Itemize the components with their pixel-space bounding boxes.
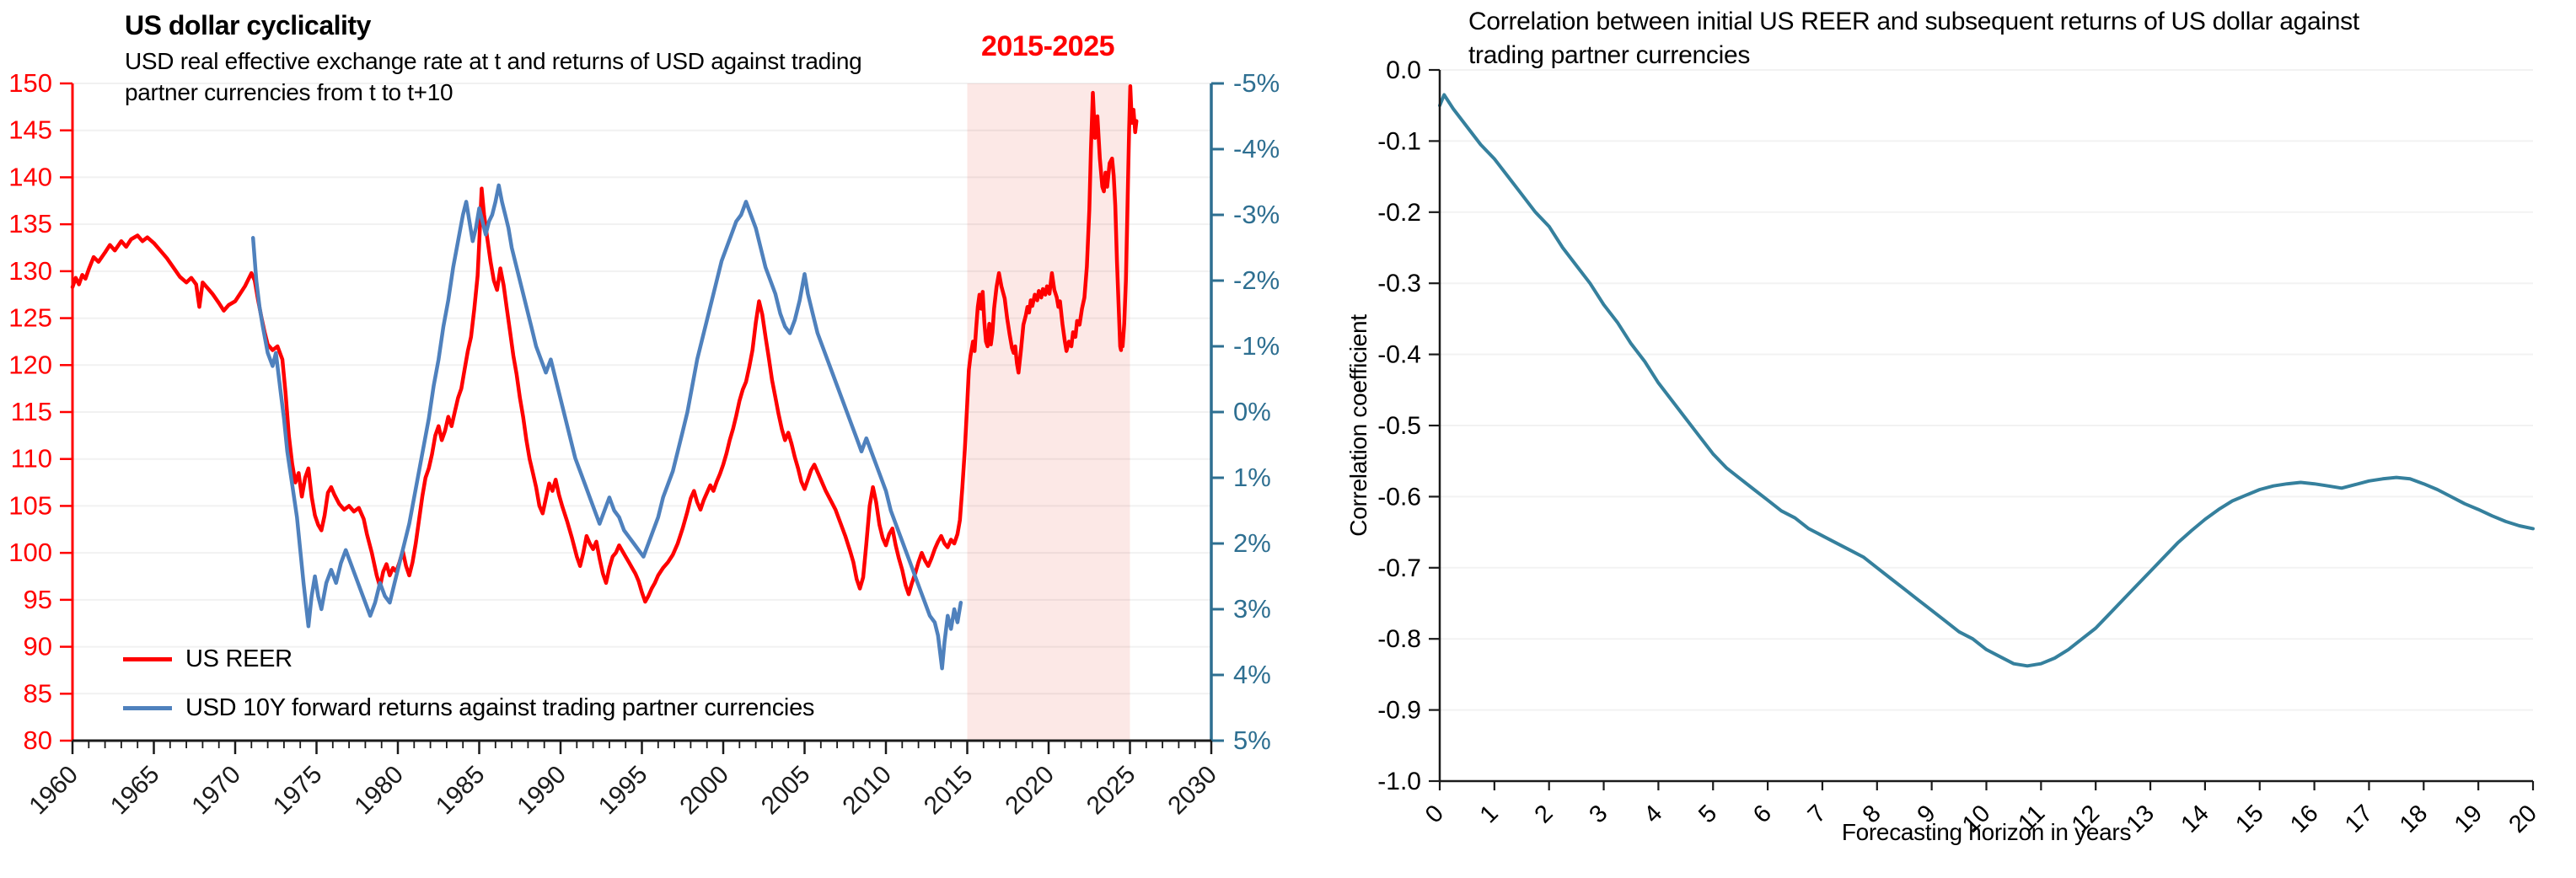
left-axis-tick-label: 150 — [8, 68, 52, 98]
forward-returns-line-swatch — [123, 705, 172, 710]
right-axis-tick-label: -5% — [1233, 68, 1280, 98]
x-tick-label: 1980 — [349, 761, 409, 821]
y-tick-label: -0.2 — [1377, 199, 1421, 227]
legend: US REER USD 10Y forward returns against … — [123, 644, 814, 723]
y-tick-label: -1.0 — [1377, 768, 1421, 795]
right-axis-tick-label: -1% — [1233, 331, 1280, 361]
left-axis-tick-label: 110 — [11, 444, 52, 474]
x-tick-label: 2025 — [1081, 761, 1141, 821]
right-axis-tick-label: 5% — [1233, 725, 1271, 755]
left-axis-tick-label: 95 — [24, 585, 52, 614]
right-axis-tick-label: 3% — [1233, 594, 1271, 624]
right-axis-tick-label: -2% — [1233, 265, 1280, 295]
x-tick-label: 1970 — [186, 761, 246, 821]
right-axis-tick-label: 4% — [1233, 660, 1271, 689]
y-tick-label: -0.6 — [1377, 483, 1421, 511]
highlight-band-2015-2025 — [967, 83, 1130, 741]
x-tick-label: 2020 — [1000, 761, 1060, 821]
us-reer-line-swatch — [123, 656, 172, 661]
left-axis-tick-label: 140 — [8, 162, 52, 191]
y-tick-label: -0.8 — [1377, 625, 1421, 653]
legend-label-forward-returns: USD 10Y forward returns against trading … — [185, 693, 815, 721]
left-chart-title: US dollar cyclicality — [125, 10, 371, 40]
x-tick-label: 1995 — [593, 761, 653, 821]
correlation-line — [1438, 93, 2535, 668]
y-tick-label: -0.4 — [1377, 341, 1421, 369]
forward-returns-line — [250, 183, 963, 671]
legend-item-forward-returns: USD 10Y forward returns against trading … — [123, 693, 814, 723]
y-tick-label: -0.1 — [1377, 127, 1421, 155]
legend-item-us-reer: US REER — [123, 644, 814, 674]
left-axis-tick-label: 100 — [8, 538, 52, 567]
right-chart-y-axis-label: Correlation coefficient — [1345, 314, 1371, 537]
left-axis-tick-label: 130 — [8, 256, 52, 286]
x-tick-label: 1985 — [431, 761, 491, 821]
us-reer-line — [70, 84, 1139, 604]
highlight-band-label: 2015-2025 — [980, 30, 1115, 62]
left-axis-tick-label: 90 — [24, 632, 52, 661]
x-tick-label: 1960 — [24, 761, 83, 821]
legend-label-us-reer: US REER — [185, 645, 292, 672]
y-tick-label: -0.9 — [1377, 697, 1421, 725]
left-axis-tick-label: 80 — [24, 725, 52, 755]
x-tick-label: 1990 — [512, 761, 572, 821]
left-axis-tick-label: 125 — [8, 303, 52, 333]
x-tick-label: 2010 — [837, 761, 897, 821]
right-axis-tick-label: 1% — [1233, 463, 1271, 492]
right-chart-x-axis-label: Forecasting horizon in years — [1841, 819, 2132, 845]
left-axis-tick-label: 85 — [24, 678, 52, 708]
right-chart-title: Correlation between initial US REER and … — [1468, 8, 2359, 69]
left-axis-tick-label: 115 — [11, 397, 52, 426]
x-tick-label: 2000 — [674, 761, 734, 821]
x-tick-label: 2005 — [756, 761, 816, 821]
y-tick-label: -0.7 — [1377, 554, 1421, 582]
left-axis-tick-label: 105 — [8, 490, 52, 520]
y-tick-label: -0.3 — [1377, 270, 1421, 297]
y-tick-label: 0.0 — [1386, 56, 1421, 84]
left-chart-subtitle: USD real effective exchange rate at t an… — [125, 48, 862, 105]
right-axis-tick-label: 2% — [1233, 528, 1271, 558]
left-axis-tick-label: 135 — [8, 209, 52, 238]
y-tick-label: -0.5 — [1377, 412, 1421, 440]
right-axis-tick-label: -3% — [1233, 200, 1280, 229]
right-axis-tick-label: 0% — [1233, 397, 1271, 426]
left-axis-tick-label: 145 — [8, 115, 52, 145]
left-axis-tick-label: 120 — [8, 350, 52, 379]
x-tick-label: 2015 — [919, 761, 979, 821]
x-tick-label: 2030 — [1162, 761, 1222, 821]
x-tick-label: 1965 — [105, 761, 165, 821]
x-tick-label: 1975 — [268, 761, 328, 821]
right-axis-tick-label: -4% — [1233, 134, 1280, 163]
